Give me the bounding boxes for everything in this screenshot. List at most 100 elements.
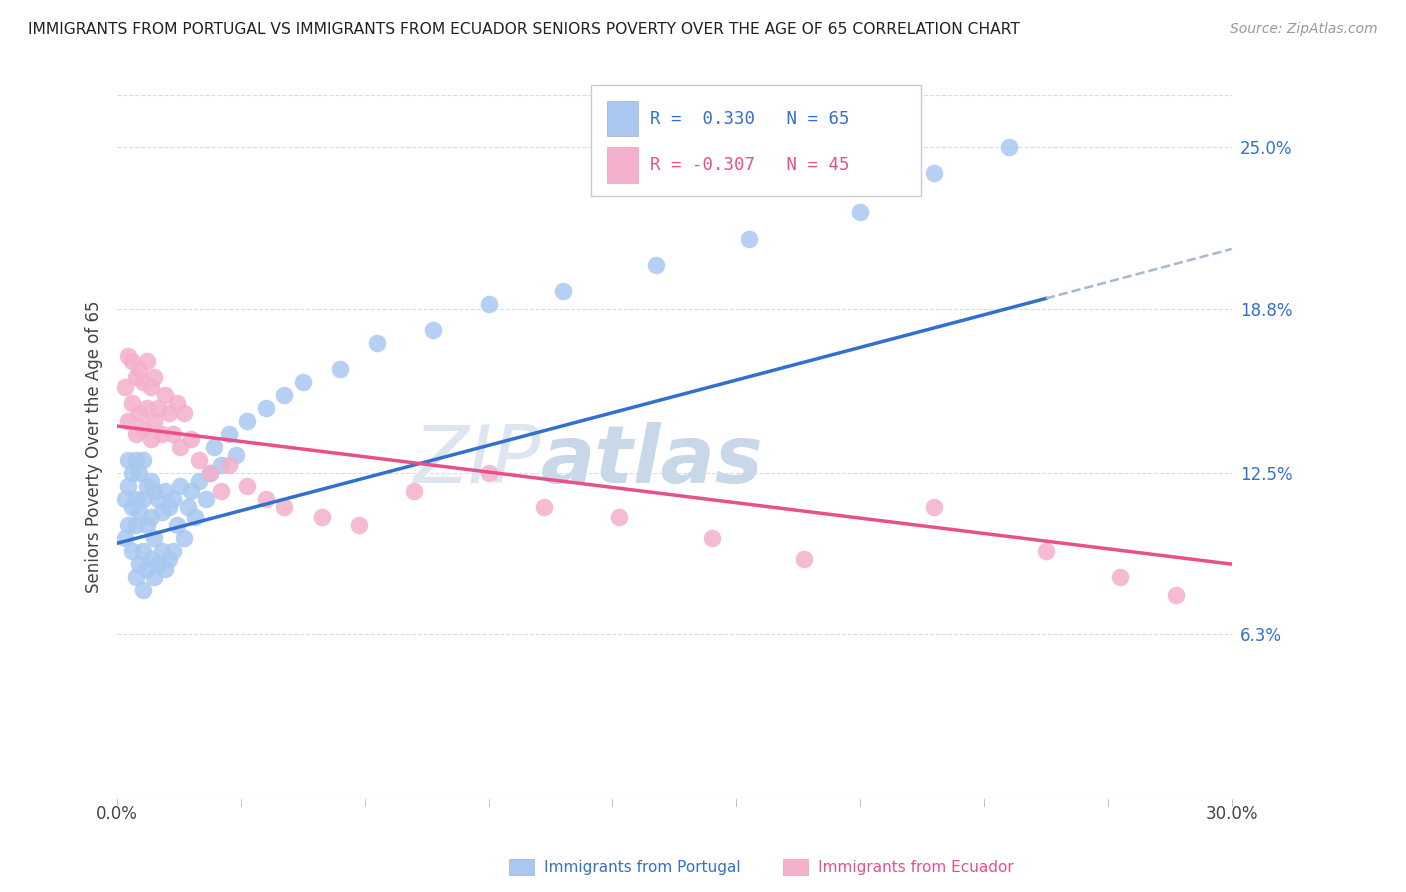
Point xyxy=(125,453,148,467)
Point xyxy=(177,500,200,514)
Point xyxy=(132,422,155,436)
Point xyxy=(162,544,184,558)
Point xyxy=(198,466,221,480)
Point xyxy=(125,426,148,441)
Text: atlas: atlas xyxy=(541,422,763,500)
Point xyxy=(366,335,388,350)
Point xyxy=(121,500,143,514)
Point xyxy=(273,388,295,402)
Point xyxy=(273,500,295,514)
Point xyxy=(132,453,155,467)
Point xyxy=(478,296,501,310)
Text: ZIP: ZIP xyxy=(413,422,541,500)
Point xyxy=(135,518,157,533)
Point xyxy=(236,414,259,428)
Point xyxy=(1164,588,1187,602)
Point xyxy=(146,557,169,571)
Point xyxy=(114,380,136,394)
Text: IMMIGRANTS FROM PORTUGAL VS IMMIGRANTS FROM ECUADOR SENIORS POVERTY OVER THE AGE: IMMIGRANTS FROM PORTUGAL VS IMMIGRANTS F… xyxy=(28,22,1019,37)
Point xyxy=(198,466,221,480)
Point xyxy=(135,354,157,368)
Point xyxy=(254,401,277,415)
Point xyxy=(254,491,277,506)
Point xyxy=(157,406,180,420)
Point xyxy=(125,570,148,584)
Point xyxy=(114,531,136,545)
Point xyxy=(329,361,352,376)
Point xyxy=(146,491,169,506)
Point xyxy=(143,531,166,545)
Point xyxy=(169,479,191,493)
Point xyxy=(162,491,184,506)
Point xyxy=(218,426,240,441)
Text: Source: ZipAtlas.com: Source: ZipAtlas.com xyxy=(1230,22,1378,37)
Point xyxy=(478,466,501,480)
Point xyxy=(166,518,188,533)
Point xyxy=(114,491,136,506)
Point xyxy=(209,484,232,499)
Point xyxy=(157,500,180,514)
Point xyxy=(533,500,555,514)
Point xyxy=(128,361,150,376)
Point xyxy=(291,375,314,389)
Point xyxy=(135,401,157,415)
Point xyxy=(132,375,155,389)
Point xyxy=(700,531,723,545)
Text: R = -0.307   N = 45: R = -0.307 N = 45 xyxy=(650,156,849,174)
Point xyxy=(143,570,166,584)
Point xyxy=(146,401,169,415)
Point xyxy=(155,484,177,499)
Point xyxy=(117,453,139,467)
Point xyxy=(924,500,946,514)
Point xyxy=(218,458,240,472)
Point xyxy=(132,544,155,558)
Point xyxy=(225,448,247,462)
Point xyxy=(128,505,150,519)
Point xyxy=(143,369,166,384)
Point xyxy=(155,562,177,576)
Point xyxy=(139,432,162,446)
Point xyxy=(738,231,761,245)
Point xyxy=(157,552,180,566)
Point xyxy=(117,414,139,428)
Point xyxy=(311,510,333,524)
Point xyxy=(793,552,815,566)
Point xyxy=(180,484,202,499)
Point xyxy=(236,479,259,493)
Point xyxy=(121,354,143,368)
Point xyxy=(128,557,150,571)
Point xyxy=(155,388,177,402)
Text: R =  0.330   N = 65: R = 0.330 N = 65 xyxy=(650,110,849,128)
Point xyxy=(139,380,162,394)
Point xyxy=(117,349,139,363)
Point xyxy=(187,474,209,488)
Point xyxy=(128,466,150,480)
Point xyxy=(209,458,232,472)
Point xyxy=(143,414,166,428)
Point xyxy=(150,544,173,558)
Point xyxy=(404,484,426,499)
Point xyxy=(125,369,148,384)
Point xyxy=(187,453,209,467)
Text: ■  Immigrants from Portugal: ■ Immigrants from Portugal xyxy=(520,860,741,874)
Point xyxy=(422,323,444,337)
Point xyxy=(162,426,184,441)
Point xyxy=(644,258,666,272)
Point xyxy=(1035,544,1057,558)
Point xyxy=(132,583,155,598)
Point xyxy=(139,510,162,524)
Point xyxy=(121,395,143,409)
Point xyxy=(125,518,148,533)
Point xyxy=(195,491,218,506)
Point xyxy=(150,426,173,441)
Point xyxy=(139,474,162,488)
Point xyxy=(121,466,143,480)
Point xyxy=(173,406,195,420)
Point xyxy=(924,166,946,180)
Point xyxy=(997,140,1019,154)
Point xyxy=(166,395,188,409)
Point xyxy=(150,505,173,519)
Point xyxy=(169,440,191,454)
Point xyxy=(173,531,195,545)
Y-axis label: Seniors Poverty Over the Age of 65: Seniors Poverty Over the Age of 65 xyxy=(86,301,103,593)
